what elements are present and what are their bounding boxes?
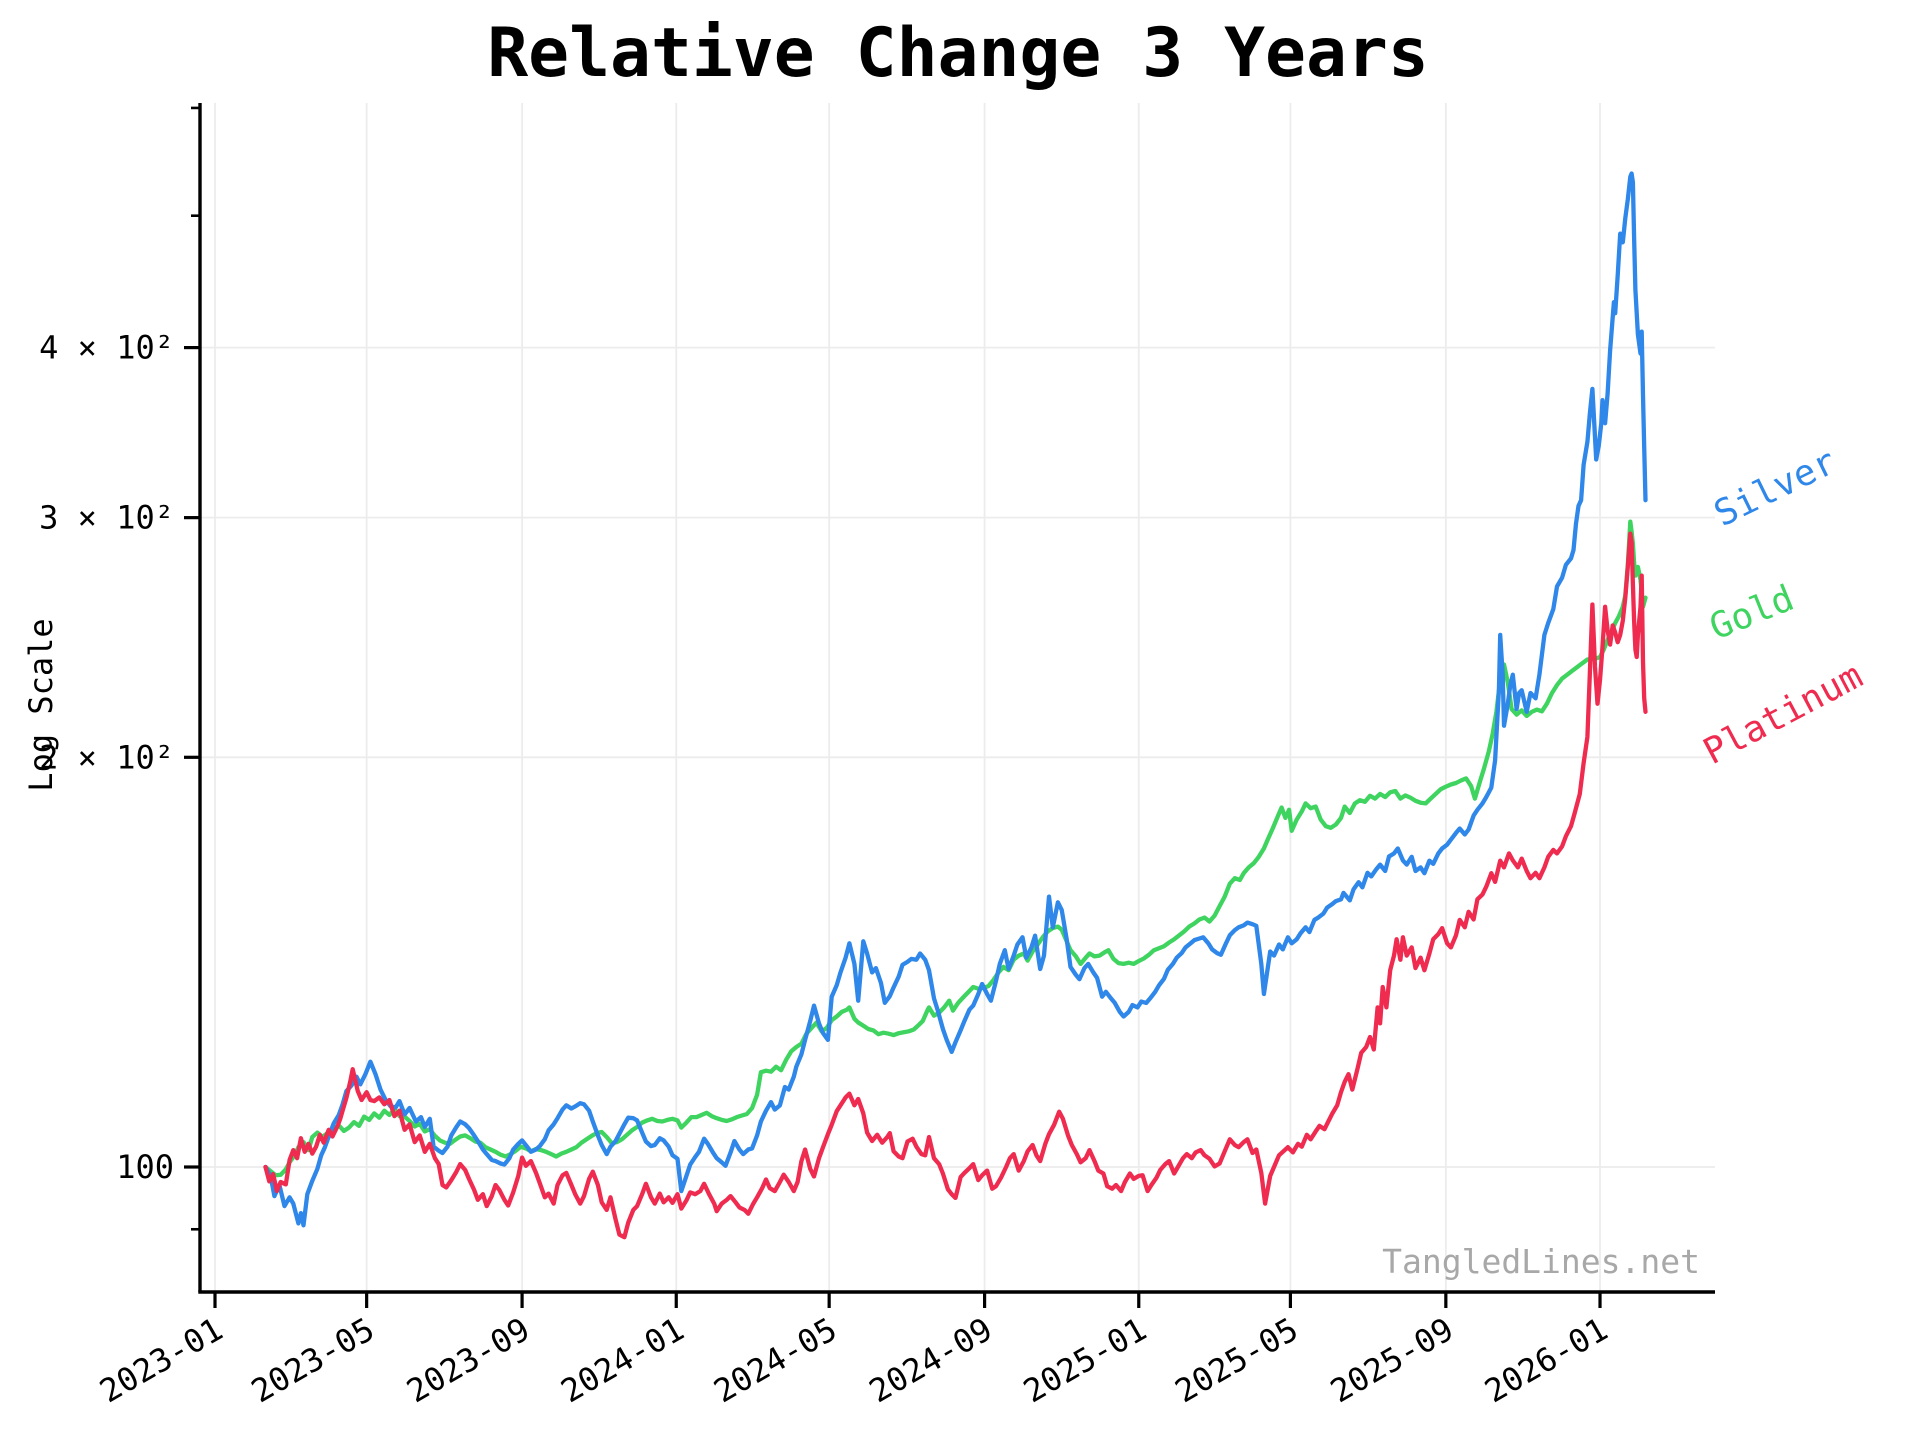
y-axis-label: Log Scale <box>22 618 60 791</box>
y-tick-label: 2 × 10² <box>39 738 174 776</box>
data-series <box>263 171 1648 1240</box>
x-tick-label: 2025-09 <box>1324 1310 1460 1410</box>
chart-title: Relative Change 3 Years <box>487 14 1429 93</box>
series-line-gold <box>263 519 1648 1178</box>
legend-label-silver: Silver <box>1708 441 1843 535</box>
legend-label-gold: Gold <box>1704 578 1800 648</box>
grid-lines <box>200 103 1715 1292</box>
y-tick-label: 4 × 10² <box>39 329 174 367</box>
series-line-platinum <box>263 531 1648 1240</box>
watermark: TangledLines.net <box>1382 1242 1700 1281</box>
x-tick-label: 2024-01 <box>554 1310 690 1410</box>
series-line-silver <box>263 171 1648 1228</box>
y-tick-label: 100 <box>116 1148 174 1186</box>
y-tick-label: 3 × 10² <box>39 499 174 537</box>
x-tick-label: 2023-01 <box>93 1310 229 1410</box>
x-tick-label: 2024-05 <box>707 1310 843 1410</box>
x-tick-label: 2025-01 <box>1017 1310 1153 1410</box>
x-tick-label: 2024-09 <box>863 1310 999 1410</box>
legend-label-platinum: Platinum <box>1697 655 1869 773</box>
x-tick-label: 2026-01 <box>1478 1310 1614 1410</box>
axes <box>184 103 1715 1308</box>
x-tick-label: 2025-05 <box>1169 1310 1305 1410</box>
x-tick-label: 2023-09 <box>400 1310 536 1410</box>
x-tick-label: 2023-05 <box>245 1310 381 1410</box>
